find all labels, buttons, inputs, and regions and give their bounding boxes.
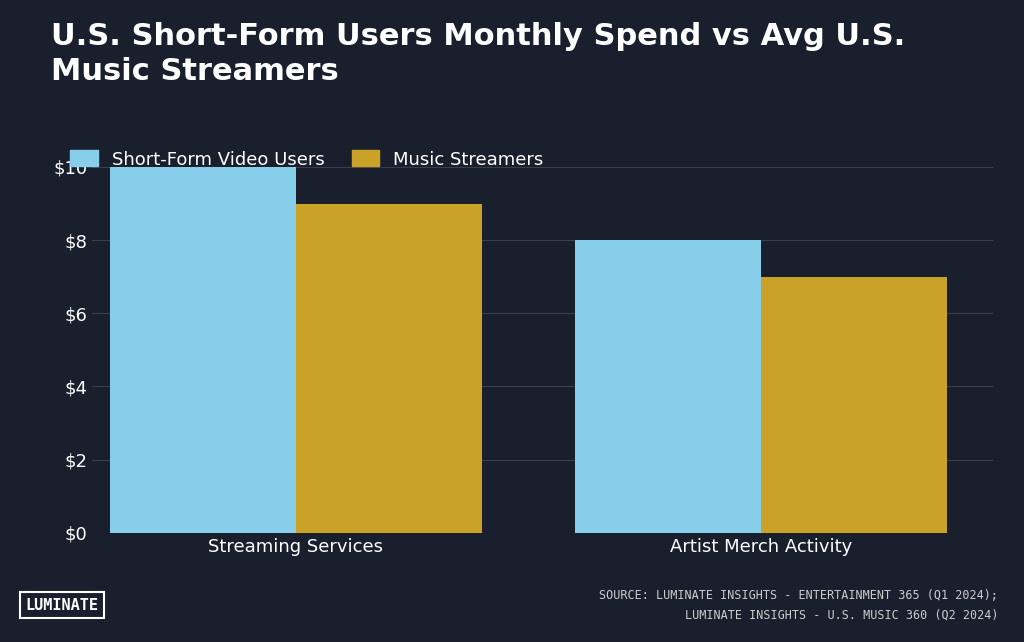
Text: U.S. Short-Form Users Monthly Spend vs Avg U.S.
Music Streamers: U.S. Short-Form Users Monthly Spend vs A… [51,22,905,86]
Text: SOURCE: LUMINATE INSIGHTS - ENTERTAINMENT 365 (Q1 2024);
LUMINATE INSIGHTS - U.S: SOURCE: LUMINATE INSIGHTS - ENTERTAINMEN… [599,589,998,621]
Legend: Short-Form Video Users, Music Streamers: Short-Form Video Users, Music Streamers [71,150,544,169]
Text: LUMINATE: LUMINATE [26,598,98,612]
Bar [761,277,947,533]
Bar [110,167,296,533]
Bar [574,240,761,533]
Bar [296,204,481,533]
